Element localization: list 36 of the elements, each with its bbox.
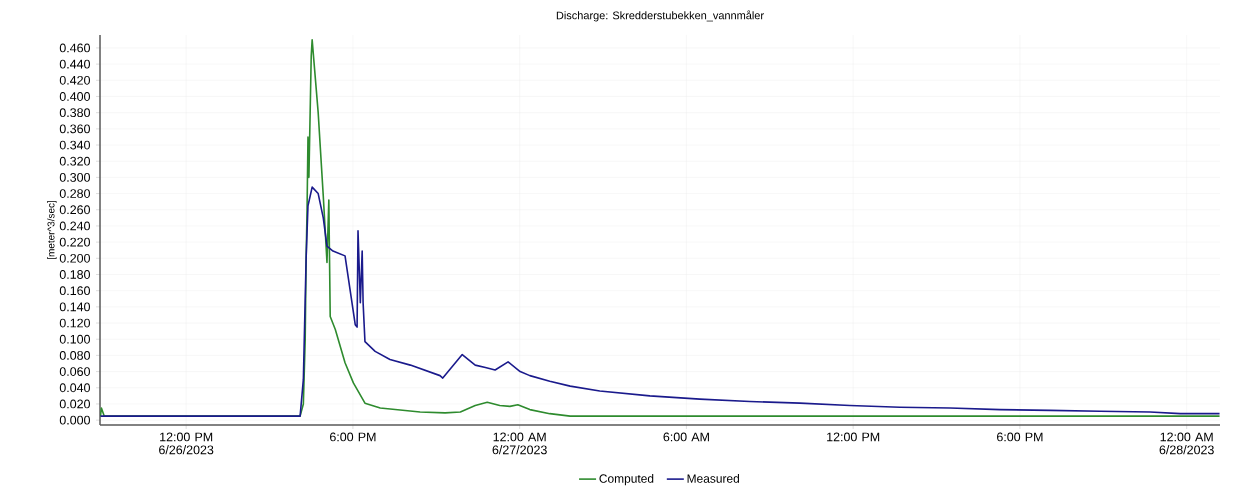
y-tick-label: 0.100 bbox=[59, 334, 90, 344]
line-series bbox=[100, 186, 1221, 417]
y-tick-label: 0.260 bbox=[59, 205, 90, 215]
x-tick-label: 12:00 AM 6/28/2023 bbox=[1159, 432, 1214, 455]
legend-label: Measured bbox=[687, 474, 739, 483]
y-tick-label: 0.040 bbox=[59, 383, 90, 393]
y-tick-label: 0.000 bbox=[59, 415, 90, 425]
x-tick-label: 12:00 AM 6/27/2023 bbox=[492, 432, 547, 455]
x-tick-label: 6:00 AM bbox=[663, 432, 709, 442]
y-tick-label: 0.180 bbox=[59, 270, 90, 279]
y-tick-label: 0.380 bbox=[59, 108, 90, 118]
y-tick-label: 0.420 bbox=[59, 75, 90, 85]
y-tick-label: 0.120 bbox=[59, 318, 90, 328]
y-tick-label: 0.240 bbox=[59, 221, 90, 231]
y-tick-label: 0.160 bbox=[59, 286, 90, 296]
y-tick-label: 0.440 bbox=[59, 59, 90, 69]
y-tick-label: 0.280 bbox=[59, 189, 90, 198]
legend-label: Computed bbox=[599, 474, 654, 486]
x-tick-label: 12:00 PM bbox=[827, 432, 880, 442]
y-tick-label: 0.020 bbox=[59, 399, 90, 409]
x-tick-label: 6:00 PM bbox=[997, 432, 1043, 442]
y-tick-label: 0.140 bbox=[59, 302, 90, 312]
y-tick-label: 0.400 bbox=[59, 92, 90, 101]
x-tick-label: 12:00 PM 6/26/2023 bbox=[159, 432, 214, 455]
y-tick-label: 0.360 bbox=[59, 124, 90, 134]
y-tick-label: 0.300 bbox=[59, 172, 90, 182]
y-tick-label: 0.200 bbox=[59, 253, 90, 263]
y-tick-label: 0.220 bbox=[59, 237, 90, 247]
y-tick-label: 0.460 bbox=[59, 43, 90, 53]
y-tick-label: 0.080 bbox=[59, 351, 90, 360]
x-tick-label: 6:00 PM bbox=[330, 432, 376, 442]
y-axis-title: [meter^3/sec] bbox=[47, 200, 57, 260]
y-tick-label: 0.340 bbox=[59, 140, 90, 150]
chart-title: Discharge: Skredderstubekken_vannmåler bbox=[556, 10, 764, 22]
y-tick-label: 0.320 bbox=[59, 156, 90, 166]
y-tick-label: 0.060 bbox=[59, 367, 90, 376]
